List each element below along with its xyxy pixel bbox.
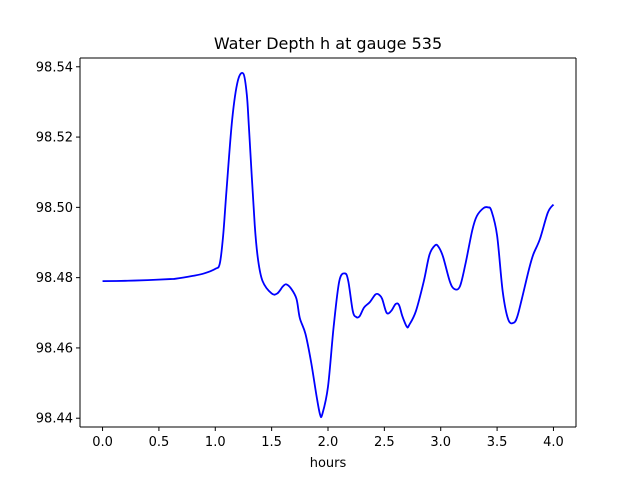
plot-area: 0.0 0.5 1.0 1.5 2.0 2.5 3.0 3.5 4.0 98.44 98.46 98.… [36,57,577,450]
y-tick-label: 98.48 [36,271,73,286]
y-tick-label: 98.46 [36,341,73,356]
x-axis-label: hours [310,456,347,471]
y-tick-label: 98.50 [36,201,73,216]
chart-title: Water Depth h at gauge 535 [214,34,442,53]
x-tick-label: 1.5 [261,435,282,450]
x-tick-label: 4.0 [543,435,564,450]
y-tick-label: 98.44 [36,412,73,427]
x-tick-label: 3.5 [487,435,508,450]
x-tick-label: 1.0 [205,435,226,450]
x-tick-label: 0.5 [149,435,170,450]
y-tick-label: 98.52 [36,131,73,146]
data-line-series-1 [102,71,555,419]
x-tick-label: 3.0 [430,435,451,450]
x-tick-label: 2.5 [374,435,395,450]
x-tick-label: 2.0 [318,435,339,450]
x-tick-label: 0.0 [92,435,113,450]
y-tick-label: 98.54 [36,60,73,75]
